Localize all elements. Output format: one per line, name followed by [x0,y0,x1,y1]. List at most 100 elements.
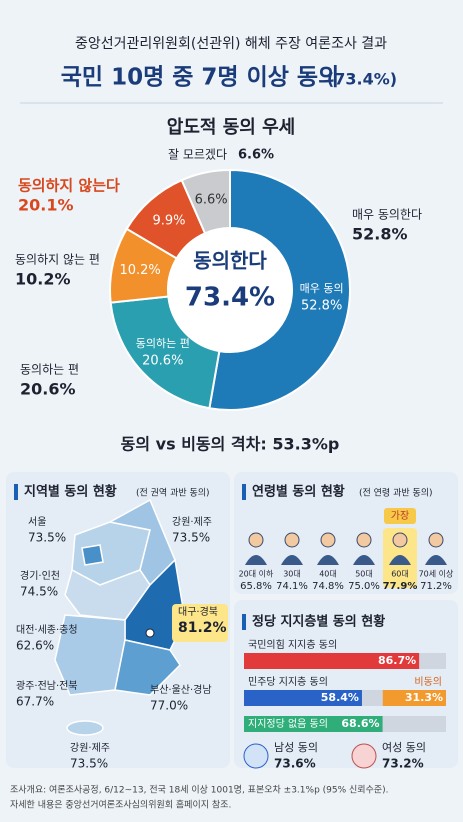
map-seoul [81,544,104,566]
outer-value: 20.6% [20,380,76,399]
person-head [284,532,300,548]
region-value: 62.6% [16,639,54,653]
map-jeju [66,720,104,736]
age-name: 40대 [319,570,337,579]
bar-value: 31.3% [405,691,443,704]
map-pin [145,628,155,638]
outer-value: 10.2% [15,270,71,289]
age-value: 71.2% [420,581,452,592]
segment-value: 20.6% [142,353,183,368]
footer-text: 조사개요: 여론조사공정, 6/12~13, 전국 18세 이상 1001명, … [10,784,389,796]
age-value: 77.9% [383,581,418,592]
outer-name: 동의하지 않는다 [18,177,120,195]
bar-value: 58.4% [321,691,359,704]
outer-value: 6.6% [238,148,274,163]
region-name: 광주·전남·전북 [16,680,78,692]
person-body [353,555,375,565]
segment-name: 매우 동의 [300,282,344,295]
region-value: 73.5% [70,757,108,771]
map-gyeongnam [114,639,181,696]
gender-name: 남성 동의 [274,741,318,754]
age-name: 50대 [355,570,373,579]
title: 국민 10명 중 7명 이상 동의 [61,65,340,91]
section-marker [14,484,18,500]
region-note: (전 권역 과반 동의) [136,487,210,499]
age-value: 65.8% [240,581,272,592]
segment-value: 9.9% [152,214,185,229]
bar-name: 민주당 지지층 동의 [248,676,328,688]
bar-name: 국민의힘 지지층 동의 [248,639,337,651]
donut-title: 압도적 동의 우세 [167,117,295,138]
region-value: 81.2% [178,620,227,636]
outer-name: 매우 동의한다 [352,208,422,222]
person-head [248,532,264,548]
age-name: 20대 이하 [239,569,274,579]
bar [244,716,383,732]
region-name: 경기·인천 [20,569,60,582]
gap-text: 동의 vs 비동의 격차: 53.3%p [121,435,340,454]
segment-value: 52.8% [301,298,342,313]
region-name: 부산·울산·경남 [150,683,212,696]
region-name: 강원·제주 [172,516,212,528]
center-label: 동의한다 [193,249,267,273]
region-value: 67.7% [16,695,54,709]
person-head [356,532,372,548]
age-name: 30대 [283,570,301,579]
badge [384,508,416,524]
subtitle: 중앙선거관리위원회(선관위) 해체 주장 여론조사 결과 [75,36,387,52]
party-title: 정당 지지층별 동의 현황 [252,614,385,630]
age-name: 60대 [391,570,409,579]
region-name: 대구·경북 [178,605,218,618]
age-note: (전 연령 과반 동의) [359,487,433,499]
bar [244,690,362,706]
person-head [320,532,336,548]
person-body [317,555,339,565]
outer-name: 동의하는 편 [20,363,79,377]
outer-value: 52.8% [352,225,408,244]
segment-name: 동의하는 편 [136,336,190,350]
person-body [245,555,267,565]
region-value: 77.0% [150,699,188,713]
region-name: 대전·세종·충청 [16,624,78,636]
gender-value: 73.6% [274,757,316,771]
gender-icon [243,743,269,769]
age-title: 연령별 동의 현황 [252,484,345,500]
age-name: 70세 이상 [419,569,454,579]
bar-value: 68.6% [341,717,379,730]
section-marker [242,484,246,500]
person-body [281,555,303,565]
bar [244,653,420,669]
gender-name: 여성 동의 [382,741,426,754]
region-value: 73.5% [28,531,66,545]
gender-icon [351,743,377,769]
region-value: 73.5% [172,531,210,545]
center-value: 73.4% [185,283,275,313]
highlight-box [172,604,228,642]
segment-value: 10.2% [119,263,160,278]
gender-value: 73.2% [382,757,424,771]
region-name: 강원·제주 [70,742,110,754]
person-head [428,532,444,548]
bar-value: 86.7% [378,654,416,667]
bar-name: 지지정당 없음 동의 [248,717,328,730]
badge-text: 가장 [391,510,409,522]
outer-name: 동의하지 않는 편 [15,253,100,267]
bar [382,690,446,706]
donut-hole [168,228,292,352]
segment-value: 6.6% [195,192,228,207]
person-head [392,532,408,548]
bar-name: 비동의 [414,676,442,688]
person-body [389,555,411,565]
outer-value: 20.1% [18,196,74,215]
footer-text: 자세한 내용은 중앙선거여론조사심의위원회 홈페이지 참조. [10,799,231,811]
age-value: 74.8% [312,581,344,592]
region-value: 74.5% [20,585,58,599]
title-pct: (73.4%) [327,70,397,89]
region-name: 서울 [28,516,46,528]
age-value: 74.1% [276,581,308,592]
person-body [425,555,447,565]
section-marker [242,614,246,630]
map [54,498,186,736]
age-value: 75.0% [348,581,380,592]
